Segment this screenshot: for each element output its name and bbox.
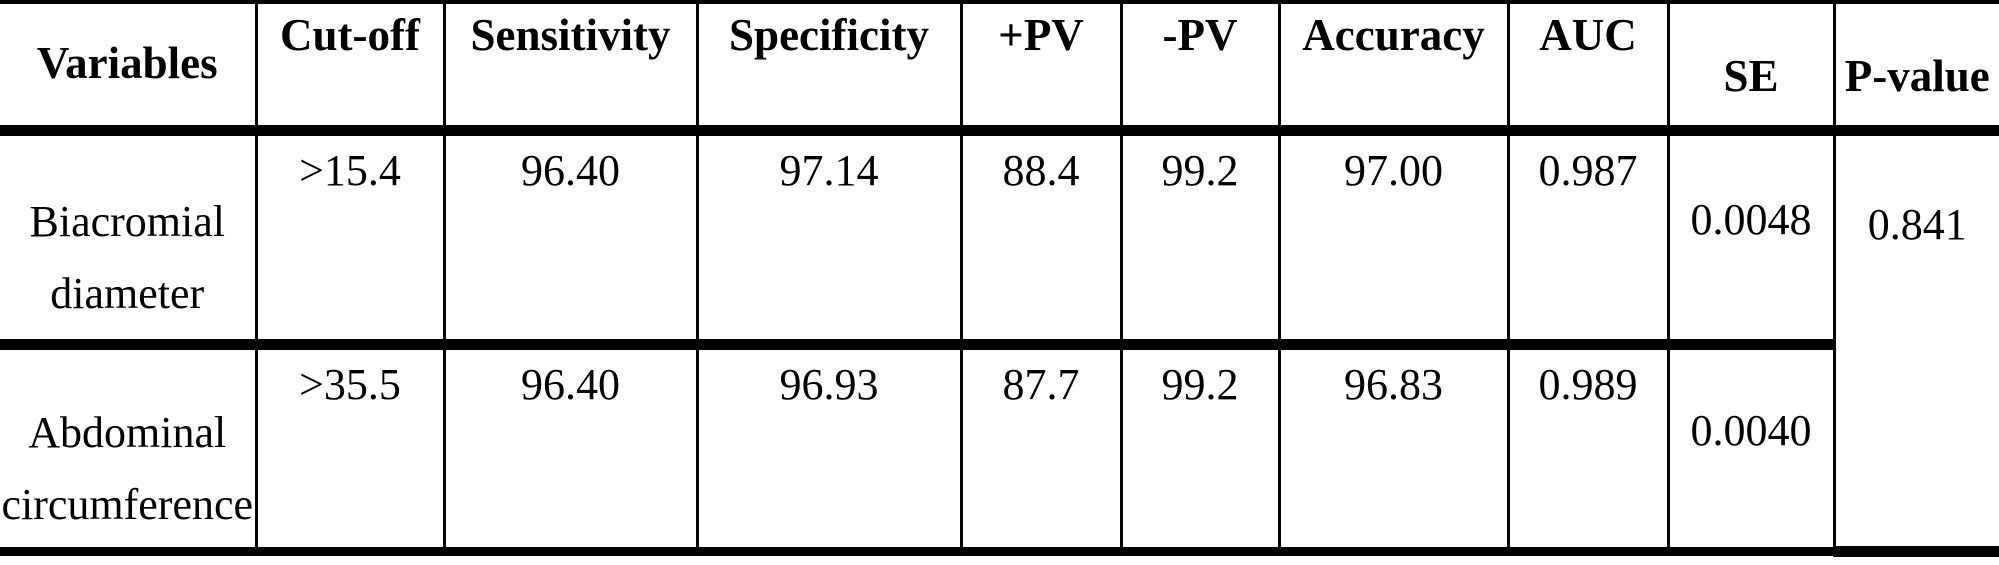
variable-name-line2: circumference — [1, 480, 254, 530]
table-header-row: Variables Cut-off Sensitivity Specificit… — [0, 2, 1999, 136]
cell-row2-accuracy: 96.83 — [1277, 344, 1508, 552]
cell-row1-specificity: 97.14 — [695, 130, 961, 350]
cell-row1-accuracy: 97.00 — [1277, 130, 1508, 350]
cell-row2-se: 0.0040 — [1666, 344, 1834, 552]
table-row-biacromial-diameter: Biacromial diameter >15.4 96.40 97.14 88… — [0, 130, 1999, 557]
cell-row1-se: 0.0048 — [1666, 130, 1834, 350]
header-pvalue: P-value — [1832, 2, 1999, 136]
header-specificity: Specificity — [695, 2, 961, 136]
cell-row2-npv: 99.2 — [1119, 344, 1279, 552]
header-sensitivity: Sensitivity — [442, 2, 697, 136]
header-variables: Variables — [0, 2, 256, 136]
cell-row1-sensitivity: 96.40 — [442, 130, 697, 350]
cell-variable-abdominal-circumference: Abdominal circumference — [0, 344, 256, 551]
header-auc: AUC — [1506, 2, 1668, 136]
cell-row2-ppv: 87.7 — [959, 344, 1121, 552]
cell-row1-auc: 0.987 — [1506, 130, 1668, 350]
cell-row2-auc: 0.989 — [1506, 344, 1668, 552]
header-negative-predictive-value: -PV — [1119, 2, 1279, 136]
header-se: SE — [1666, 2, 1834, 136]
table-row-abdominal-circumference: Abdominal circumference >35.5 96.40 96.9… — [0, 344, 1999, 552]
header-positive-predictive-value: +PV — [959, 2, 1121, 136]
variable-name-line1: Biacromial — [29, 197, 226, 247]
cell-shared-pvalue: 0.841 — [1832, 130, 1999, 557]
header-cutoff: Cut-off — [254, 2, 444, 136]
cell-variable-biacromial-diameter: Biacromial diameter — [0, 130, 256, 350]
variable-name-line1: Abdominal — [28, 408, 227, 458]
variable-name-line2: diameter — [50, 269, 205, 319]
cell-row1-ppv: 88.4 — [959, 130, 1121, 350]
cell-row1-cutoff: >15.4 — [254, 130, 444, 350]
cell-row1-npv: 99.2 — [1119, 130, 1279, 350]
cell-row2-cutoff: >35.5 — [254, 344, 444, 552]
header-accuracy: Accuracy — [1277, 2, 1508, 136]
cell-row2-specificity: 96.93 — [695, 344, 961, 552]
cell-row2-sensitivity: 96.40 — [442, 344, 697, 552]
